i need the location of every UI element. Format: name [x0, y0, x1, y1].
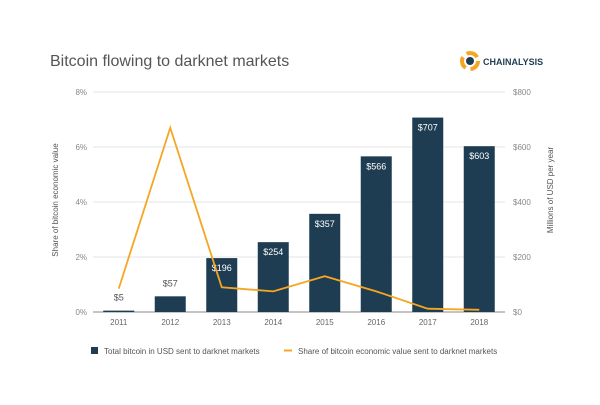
brand-text: CHAINALYSIS — [483, 57, 543, 67]
x-tick: 2015 — [316, 318, 334, 327]
legend-bar-swatch — [91, 347, 98, 354]
chart-title: Bitcoin flowing to darknet markets — [50, 53, 289, 70]
x-tick: 2013 — [213, 318, 231, 327]
y-tick-right: $0 — [513, 308, 522, 317]
x-tick: 2014 — [264, 318, 282, 327]
y-axis-right-label: Millions of USD per year — [546, 147, 555, 234]
y-axis-left-label: Share of bitcoin economic value — [51, 143, 60, 257]
y-tick-right: $400 — [513, 198, 531, 207]
y-tick-right: $800 — [513, 88, 531, 97]
bar-label-2016: $566 — [366, 161, 386, 171]
bar-label-2015: $357 — [315, 219, 335, 229]
x-tick: 2017 — [419, 318, 437, 327]
y-tick-left: 6% — [75, 143, 87, 152]
bar-2018 — [464, 146, 495, 312]
y-tick-left: 2% — [75, 253, 87, 262]
bar-label-2017: $707 — [418, 123, 438, 133]
bar-2011 — [103, 311, 134, 312]
y-tick-left: 8% — [75, 88, 87, 97]
legend-bar-label: Total bitcoin in USD sent to darknet mar… — [104, 347, 260, 356]
y-tick-right: $600 — [513, 143, 531, 152]
bar-label-2018: $603 — [469, 151, 489, 161]
legend-line-swatch — [284, 350, 292, 352]
chainalysis-logo: CHAINALYSIS — [462, 53, 543, 69]
x-tick: 2018 — [470, 318, 488, 327]
bar-2012 — [155, 296, 186, 312]
bar-label-2011: $5 — [114, 293, 124, 303]
y-tick-right: $200 — [513, 253, 531, 262]
x-tick: 2011 — [110, 318, 128, 327]
bar-label-2012: $57 — [163, 278, 178, 288]
bar-2017 — [412, 118, 443, 312]
x-tick: 2012 — [161, 318, 179, 327]
y-tick-left: 4% — [75, 198, 87, 207]
y-tick-left: 0% — [75, 308, 87, 317]
bar-label-2014: $254 — [263, 247, 283, 257]
legend: Total bitcoin in USD sent to darknet mar… — [91, 347, 497, 356]
x-tick: 2016 — [367, 318, 385, 327]
legend-line-label: Share of bitcoin economic value sent to … — [298, 347, 497, 356]
